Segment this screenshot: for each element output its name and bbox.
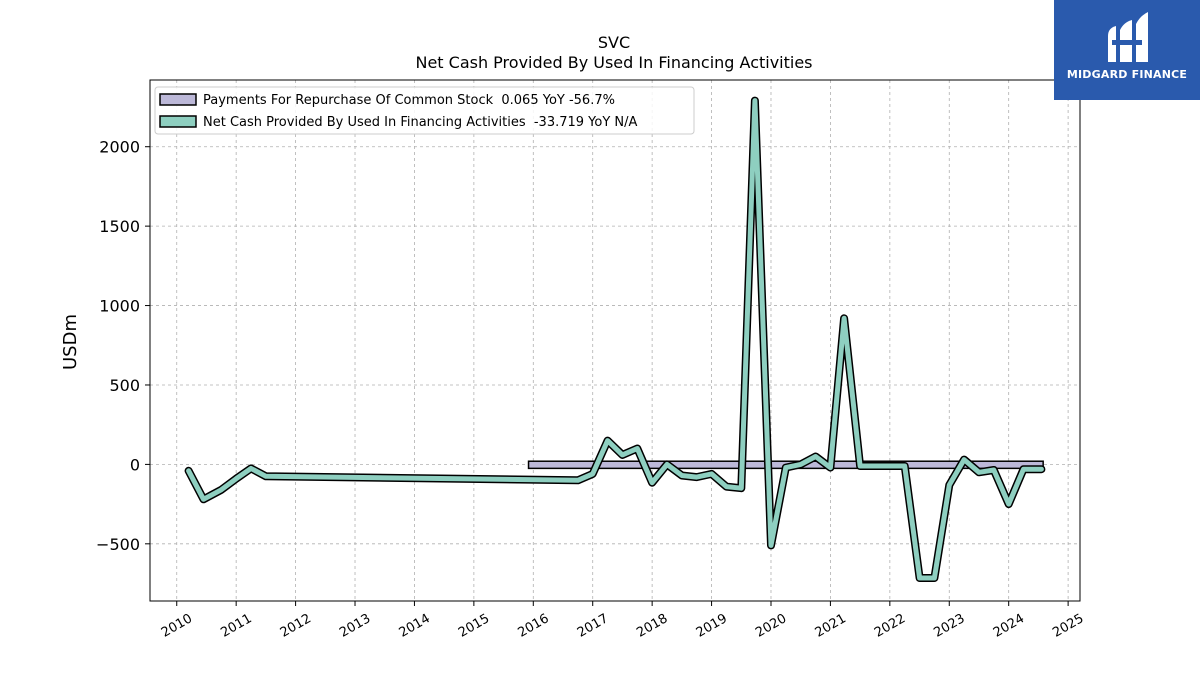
y-tick-label: 1000 bbox=[99, 297, 140, 316]
x-tick-label: 2011 bbox=[218, 611, 254, 641]
x-tick-label: 2012 bbox=[278, 611, 314, 641]
brand-logo: MIDGARD FINANCE bbox=[1054, 0, 1200, 100]
legend-label-repurchase: Payments For Repurchase Of Common Stock … bbox=[203, 93, 615, 108]
y-tick-label: −500 bbox=[96, 535, 140, 554]
x-tick-label: 2013 bbox=[337, 611, 373, 641]
legend-frame bbox=[154, 86, 695, 135]
x-tick-label: 2021 bbox=[813, 611, 849, 641]
net-cash-line-outline bbox=[184, 96, 1046, 582]
x-tick-label: 2018 bbox=[634, 611, 670, 641]
y-tick-label: 2000 bbox=[99, 138, 140, 157]
y-tick-label: 0 bbox=[130, 455, 140, 474]
y-axis-label: USDm bbox=[60, 314, 81, 370]
x-tick-label: 2010 bbox=[159, 611, 195, 641]
x-tick-label: 2016 bbox=[515, 611, 551, 641]
chart-title: SVC bbox=[598, 33, 630, 52]
x-tick-label: 2024 bbox=[991, 611, 1027, 641]
net-cash-line bbox=[186, 98, 1044, 581]
x-tick-label: 2014 bbox=[397, 611, 433, 641]
x-tick-label: 2025 bbox=[1050, 611, 1086, 641]
x-tick-label: 2017 bbox=[575, 611, 611, 641]
legend-label-net-cash: Net Cash Provided By Used In Financing A… bbox=[203, 115, 638, 130]
grid-lines bbox=[150, 80, 1080, 601]
logo-text: MIDGARD FINANCE bbox=[1066, 68, 1188, 81]
y-tick-label: 500 bbox=[109, 376, 140, 395]
x-tick-label: 2020 bbox=[753, 611, 789, 641]
x-tick-label: 2019 bbox=[694, 611, 730, 641]
x-tick-label: 2022 bbox=[872, 611, 908, 641]
plot-frame bbox=[149, 79, 1081, 602]
x-tick-label: 2015 bbox=[456, 611, 492, 641]
legend-swatch-repurchase bbox=[159, 93, 197, 106]
chart-subtitle: Net Cash Provided By Used In Financing A… bbox=[415, 53, 812, 72]
legend: Payments For Repurchase Of Common Stock … bbox=[154, 86, 695, 135]
y-tick-label: 1500 bbox=[99, 217, 140, 236]
x-tick-label: 2023 bbox=[931, 611, 967, 641]
midgard-logo-icon bbox=[1108, 12, 1148, 62]
legend-swatch-net-cash bbox=[159, 115, 197, 128]
net-cash-line-layer bbox=[184, 96, 1046, 582]
